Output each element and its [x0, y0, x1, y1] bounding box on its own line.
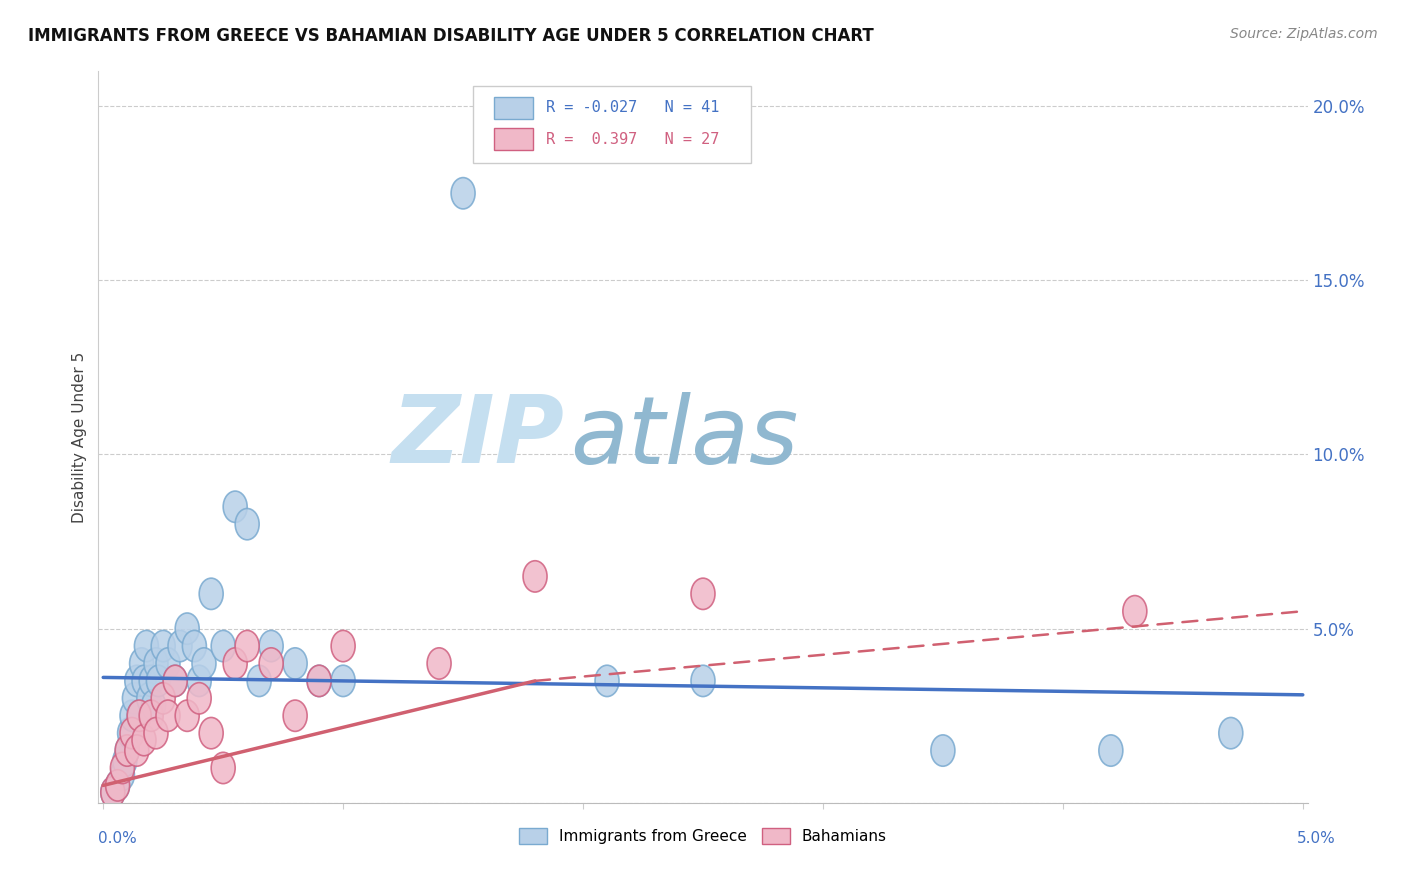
Ellipse shape — [224, 491, 247, 523]
Ellipse shape — [156, 648, 180, 679]
Ellipse shape — [115, 735, 139, 766]
Ellipse shape — [690, 665, 716, 697]
Ellipse shape — [135, 631, 159, 662]
Ellipse shape — [120, 700, 143, 731]
Ellipse shape — [152, 682, 176, 714]
Ellipse shape — [143, 648, 167, 679]
Ellipse shape — [127, 700, 152, 731]
FancyBboxPatch shape — [474, 86, 751, 163]
Ellipse shape — [247, 665, 271, 697]
Ellipse shape — [427, 648, 451, 679]
Text: R = -0.027   N = 41: R = -0.027 N = 41 — [546, 101, 720, 115]
Ellipse shape — [163, 665, 187, 697]
Legend: Immigrants from Greece, Bahamians: Immigrants from Greece, Bahamians — [513, 822, 893, 850]
Text: 5.0%: 5.0% — [1296, 831, 1336, 846]
Bar — [494, 128, 533, 151]
Text: atlas: atlas — [569, 392, 799, 483]
Ellipse shape — [451, 178, 475, 209]
Ellipse shape — [187, 665, 211, 697]
Ellipse shape — [143, 717, 167, 748]
Text: R =  0.397   N = 27: R = 0.397 N = 27 — [546, 132, 720, 147]
Ellipse shape — [120, 717, 143, 748]
Ellipse shape — [1099, 735, 1123, 766]
Ellipse shape — [200, 717, 224, 748]
Ellipse shape — [101, 777, 125, 808]
Ellipse shape — [139, 700, 163, 731]
Ellipse shape — [187, 682, 211, 714]
Text: Source: ZipAtlas.com: Source: ZipAtlas.com — [1230, 27, 1378, 41]
Ellipse shape — [690, 578, 716, 609]
Ellipse shape — [139, 665, 163, 697]
Ellipse shape — [152, 631, 176, 662]
Ellipse shape — [127, 700, 152, 731]
Ellipse shape — [1123, 596, 1147, 627]
Ellipse shape — [224, 648, 247, 679]
Ellipse shape — [235, 631, 259, 662]
Ellipse shape — [105, 770, 129, 801]
Ellipse shape — [259, 631, 283, 662]
Ellipse shape — [176, 613, 200, 644]
Ellipse shape — [111, 752, 135, 784]
Ellipse shape — [132, 665, 156, 697]
Ellipse shape — [111, 759, 135, 790]
Ellipse shape — [1219, 717, 1243, 748]
Ellipse shape — [307, 665, 332, 697]
Ellipse shape — [136, 682, 160, 714]
Ellipse shape — [167, 631, 193, 662]
Y-axis label: Disability Age Under 5: Disability Age Under 5 — [72, 351, 87, 523]
Ellipse shape — [125, 665, 149, 697]
Ellipse shape — [595, 665, 619, 697]
Ellipse shape — [211, 631, 235, 662]
Ellipse shape — [115, 735, 139, 766]
Ellipse shape — [332, 631, 356, 662]
Ellipse shape — [129, 648, 153, 679]
Ellipse shape — [176, 700, 200, 731]
Ellipse shape — [259, 648, 283, 679]
Ellipse shape — [283, 700, 307, 731]
Ellipse shape — [211, 752, 235, 784]
Ellipse shape — [163, 665, 187, 697]
Text: IMMIGRANTS FROM GREECE VS BAHAMIAN DISABILITY AGE UNDER 5 CORRELATION CHART: IMMIGRANTS FROM GREECE VS BAHAMIAN DISAB… — [28, 27, 875, 45]
Bar — [494, 97, 533, 119]
Ellipse shape — [125, 735, 149, 766]
Ellipse shape — [931, 735, 955, 766]
Ellipse shape — [156, 700, 180, 731]
Ellipse shape — [146, 665, 170, 697]
Ellipse shape — [132, 724, 156, 756]
Ellipse shape — [142, 690, 166, 721]
Ellipse shape — [112, 746, 136, 777]
Ellipse shape — [122, 682, 146, 714]
Ellipse shape — [101, 777, 125, 808]
Ellipse shape — [118, 717, 142, 748]
Ellipse shape — [105, 770, 129, 801]
Ellipse shape — [193, 648, 217, 679]
Ellipse shape — [283, 648, 307, 679]
Text: 0.0%: 0.0% — [98, 831, 138, 846]
Ellipse shape — [332, 665, 356, 697]
Ellipse shape — [523, 561, 547, 592]
Ellipse shape — [183, 631, 207, 662]
Ellipse shape — [235, 508, 259, 540]
Ellipse shape — [307, 665, 332, 697]
Text: ZIP: ZIP — [391, 391, 564, 483]
Ellipse shape — [200, 578, 224, 609]
